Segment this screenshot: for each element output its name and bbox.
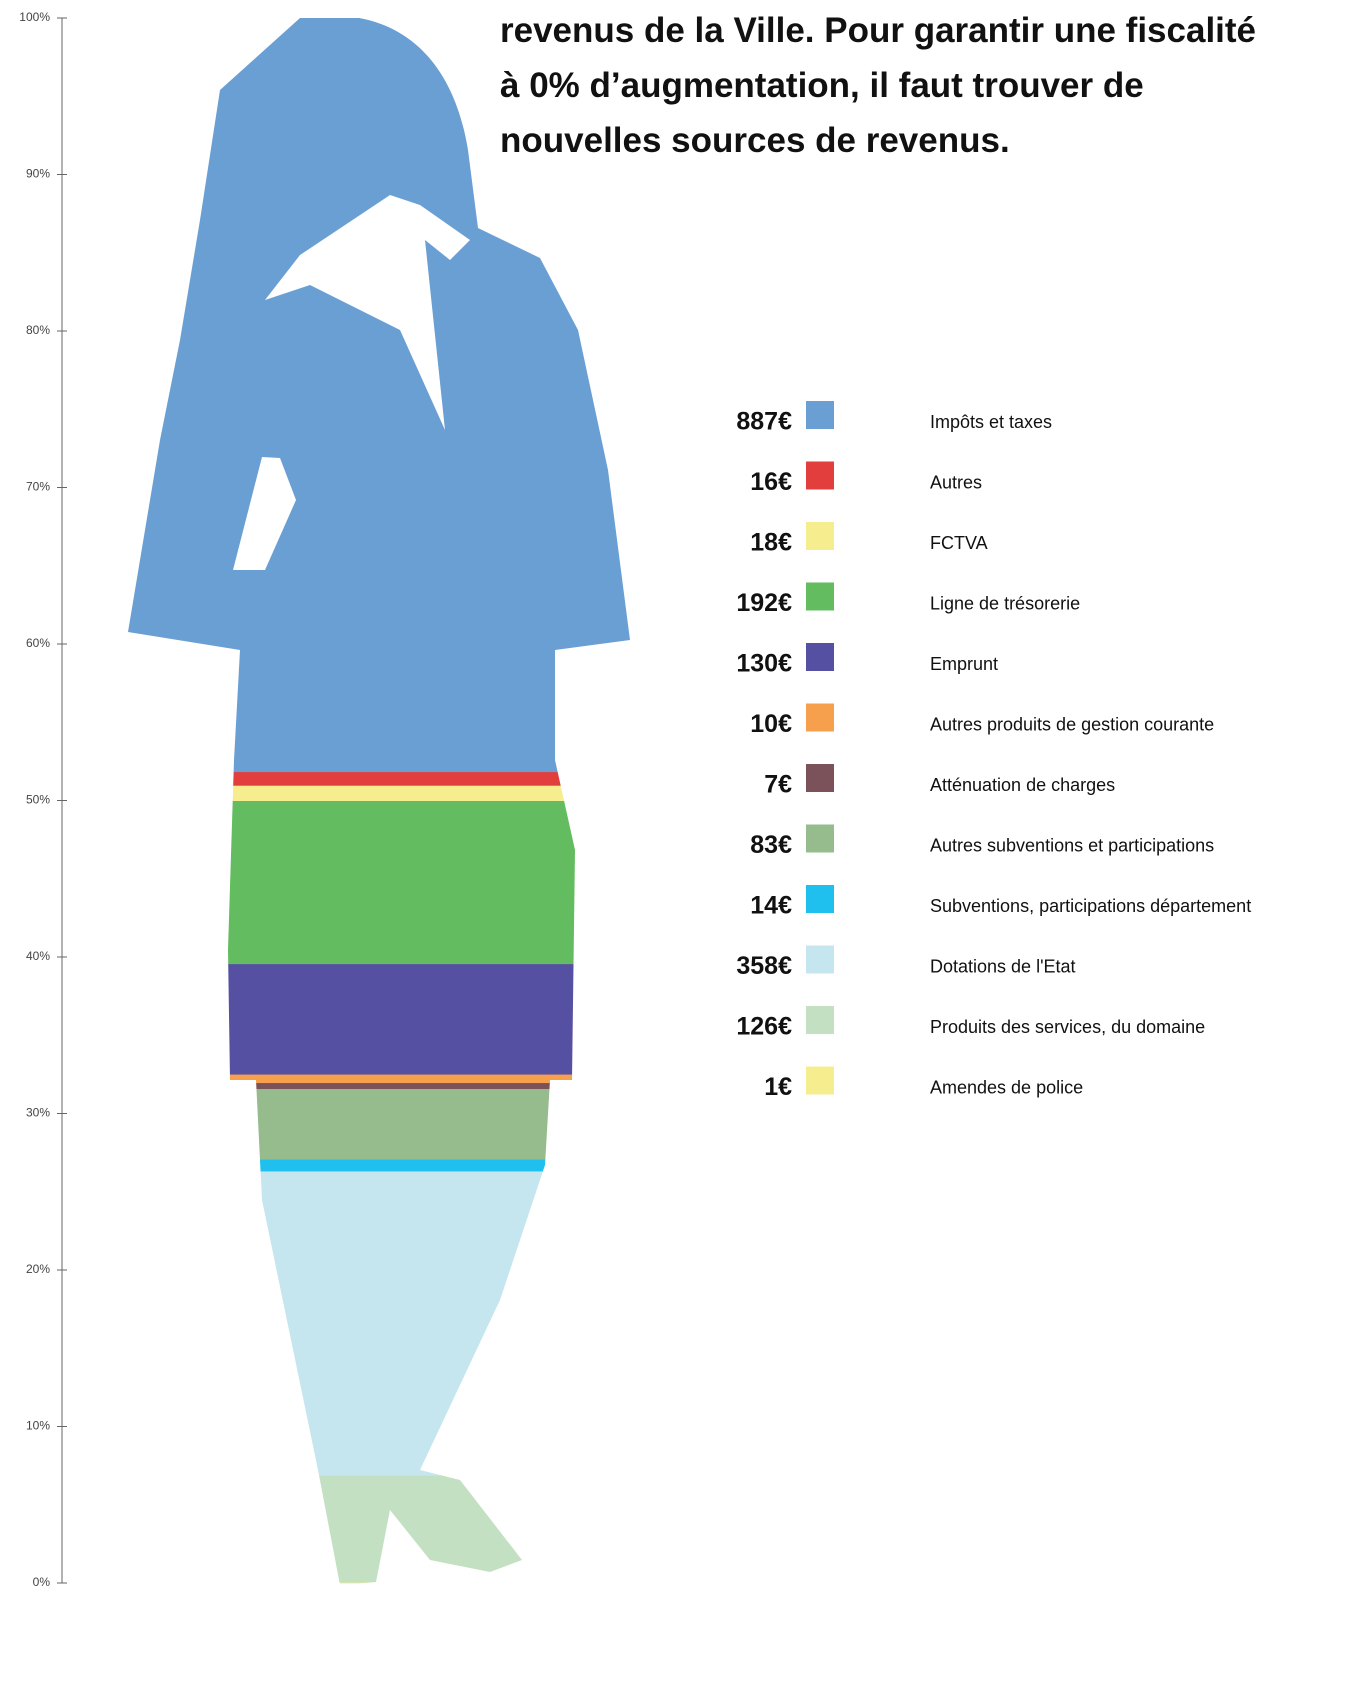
legend-swatch <box>806 825 834 853</box>
legend-label: FCTVA <box>930 533 988 553</box>
segment <box>100 964 660 1075</box>
legend-label: Ligne de trésorerie <box>930 593 1080 613</box>
infographic: revenus de la Ville. Pour garantir une f… <box>0 0 1363 1687</box>
y-tick-label: 0% <box>33 1575 51 1589</box>
legend-label: Amendes de police <box>930 1077 1083 1097</box>
legend-value: 7€ <box>764 771 792 799</box>
segment <box>100 1083 660 1089</box>
legend-swatch <box>806 462 834 490</box>
y-tick-label: 10% <box>26 1419 50 1433</box>
legend-value: 130€ <box>736 650 792 678</box>
legend-label: Emprunt <box>930 654 998 674</box>
legend-value: 18€ <box>750 529 792 557</box>
y-tick-label: 100% <box>19 10 50 24</box>
legend-swatch <box>806 764 834 792</box>
title-line: nouvelles sources de revenus. <box>500 121 1010 160</box>
segment <box>100 772 660 786</box>
legend-value: 83€ <box>750 831 792 859</box>
legend-value: 887€ <box>736 408 792 436</box>
legend-label: Dotations de l'Etat <box>930 956 1076 976</box>
legend-swatch <box>806 522 834 550</box>
legend-swatch <box>806 1006 834 1034</box>
segment <box>100 1159 660 1171</box>
y-tick-label: 50% <box>26 793 50 807</box>
legend-label: Subventions, participations département <box>930 896 1251 916</box>
legend-value: 1€ <box>764 1073 792 1101</box>
y-tick-label: 20% <box>26 1262 50 1276</box>
segment <box>100 801 660 965</box>
legend-value: 16€ <box>750 468 792 496</box>
legend-swatch <box>806 583 834 611</box>
legend-label: Autres <box>930 472 982 492</box>
y-tick-label: 60% <box>26 636 50 650</box>
legend-swatch <box>806 643 834 671</box>
segment <box>100 1089 660 1160</box>
segment <box>100 1475 660 1583</box>
title-line: revenus de la Ville. Pour garantir une f… <box>500 11 1256 50</box>
legend-label: Autres produits de gestion courante <box>930 714 1214 734</box>
legend-label: Produits des services, du domaine <box>930 1017 1205 1037</box>
y-tick-label: 70% <box>26 480 50 494</box>
legend-swatch <box>806 946 834 974</box>
y-tick-label: 40% <box>26 949 50 963</box>
legend-value: 10€ <box>750 710 792 738</box>
segment <box>100 1582 660 1583</box>
segment <box>100 1074 660 1083</box>
legend-swatch <box>806 401 834 429</box>
legend-swatch <box>806 1067 834 1095</box>
y-tick-label: 80% <box>26 323 50 337</box>
legend-value: 14€ <box>750 892 792 920</box>
legend-swatch <box>806 704 834 732</box>
legend-value: 126€ <box>736 1013 792 1041</box>
y-tick-label: 90% <box>26 167 50 181</box>
legend-label: Atténuation de charges <box>930 775 1115 795</box>
legend-value: 192€ <box>736 589 792 617</box>
y-tick-label: 30% <box>26 1106 50 1120</box>
segment <box>100 785 660 801</box>
legend-swatch <box>806 885 834 913</box>
legend-label: Autres subventions et participations <box>930 835 1214 855</box>
title-line: à 0% d’augmentation, il faut trouver de <box>500 66 1144 105</box>
segment <box>100 1171 660 1476</box>
legend-label: Impôts et taxes <box>930 412 1052 432</box>
legend-value: 358€ <box>736 952 792 980</box>
